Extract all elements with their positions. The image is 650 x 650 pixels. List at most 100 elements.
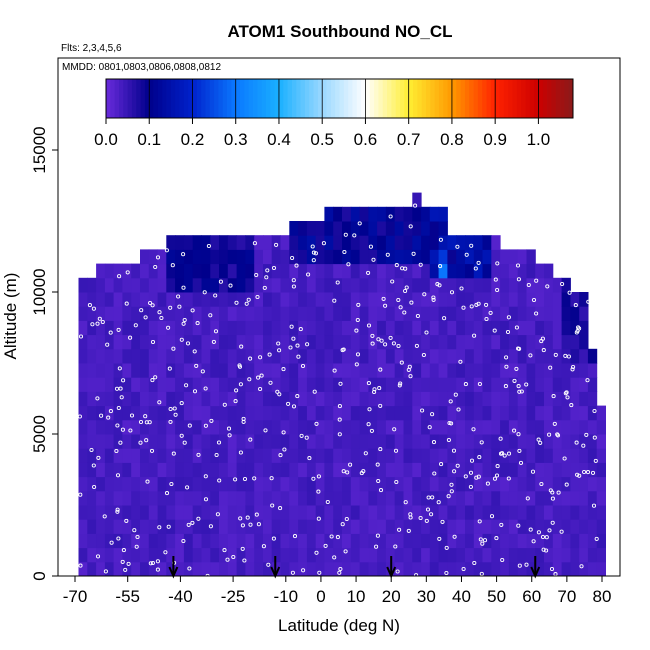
curtain-cell <box>280 391 290 407</box>
curtain-cell <box>465 334 475 350</box>
curtain-cell <box>263 434 273 449</box>
curtain-cell <box>315 448 325 463</box>
curtain-cell <box>552 334 563 350</box>
curtain-cell <box>227 434 238 449</box>
curtain-cell <box>412 249 422 265</box>
curtain-cell <box>535 519 545 534</box>
curtain-cell <box>350 391 361 407</box>
sample-marker <box>338 566 343 572</box>
colorbar-segment <box>477 79 483 118</box>
sample-marker <box>431 297 436 302</box>
curtain-cell <box>113 306 123 321</box>
curtain-cell <box>368 476 378 492</box>
curtain-cell <box>192 505 202 520</box>
sample-marker <box>105 342 110 347</box>
sample-marker <box>244 301 249 306</box>
colorbar-segment <box>343 79 349 118</box>
sample-marker <box>472 560 477 566</box>
colorbar-segment <box>382 79 388 118</box>
curtain-cell <box>570 448 580 463</box>
curtain-cell <box>596 561 606 577</box>
curtain-cell <box>394 320 404 336</box>
curtain-cell <box>456 391 466 407</box>
curtain-cell <box>465 320 475 336</box>
curtain-cell <box>315 434 325 449</box>
sample-marker <box>252 241 257 246</box>
curtain-cell <box>236 348 246 364</box>
sample-marker <box>494 473 500 478</box>
curtain-cell <box>263 547 273 563</box>
curtain-cell <box>552 505 563 520</box>
curtain-cell <box>263 292 273 307</box>
colorbar-segment <box>460 79 466 118</box>
curtain-cell <box>579 348 589 364</box>
curtain-cell <box>236 263 246 279</box>
sample-marker <box>123 567 128 572</box>
curtain-cell <box>561 490 571 506</box>
colorbar-segment <box>529 79 535 118</box>
curtain-cell <box>544 462 554 478</box>
curtain-cell <box>394 263 404 279</box>
curtain-cell <box>140 263 150 279</box>
curtain-cell <box>482 533 492 549</box>
curtain-cell <box>148 320 159 336</box>
curtain-cell <box>438 561 448 577</box>
curtain-cell <box>78 448 88 463</box>
curtain-cell <box>421 533 431 549</box>
sample-marker <box>585 470 591 475</box>
curtain-cell <box>157 348 167 364</box>
curtain-cell <box>359 391 369 407</box>
curtain-cell <box>131 505 141 520</box>
colorbar-segment <box>235 79 241 118</box>
curtain-cell <box>78 391 88 407</box>
curtain-cell <box>465 533 475 549</box>
curtain-cell <box>482 490 492 506</box>
curtain-cell <box>87 490 97 506</box>
curtain-cell <box>385 249 396 265</box>
y-tick-label: 15000 <box>30 126 49 173</box>
curtain-cell <box>447 306 457 321</box>
curtain-cell <box>377 320 387 336</box>
sample-marker <box>192 389 198 394</box>
colorbar-segment <box>499 79 505 118</box>
sample-marker <box>310 244 315 249</box>
curtain-cell <box>421 490 431 506</box>
sample-marker <box>376 337 381 342</box>
curtain-cell <box>254 561 264 577</box>
colorbar-segment <box>106 79 111 118</box>
sample-marker <box>78 334 84 339</box>
curtain-cell <box>333 547 343 563</box>
curtain-cell <box>315 363 325 378</box>
curtain-cell <box>148 561 159 577</box>
colorbar-segment <box>508 79 513 118</box>
curtain-cell <box>183 391 194 407</box>
sample-marker <box>281 367 286 372</box>
curtain-cell <box>166 377 176 392</box>
curtain-cell <box>280 348 290 364</box>
curtain-cell <box>157 263 167 279</box>
curtain-cell <box>175 235 185 250</box>
sample-marker <box>516 384 521 389</box>
sample-marker <box>420 408 425 413</box>
curtain-cell <box>412 292 422 307</box>
curtain-cell <box>508 263 519 279</box>
curtain-cell <box>517 320 527 336</box>
sample-marker <box>409 300 414 305</box>
curtain-cell <box>544 561 554 577</box>
curtain-cell <box>526 462 536 478</box>
curtain-cell <box>359 547 369 563</box>
curtain-cell <box>192 476 202 492</box>
curtain-cell <box>429 561 440 577</box>
curtain-cell <box>306 419 317 435</box>
sample-marker <box>555 432 560 437</box>
curtain-cell <box>219 249 229 265</box>
curtain-cell <box>342 277 352 293</box>
curtain-cell <box>421 377 431 392</box>
curtain-cell <box>298 306 308 321</box>
curtain-cell <box>315 490 325 506</box>
sample-marker <box>166 325 171 330</box>
curtain-cell <box>131 405 141 421</box>
curtain-cell <box>587 363 598 378</box>
curtain-cell <box>517 490 527 506</box>
curtain-cell <box>122 334 132 350</box>
